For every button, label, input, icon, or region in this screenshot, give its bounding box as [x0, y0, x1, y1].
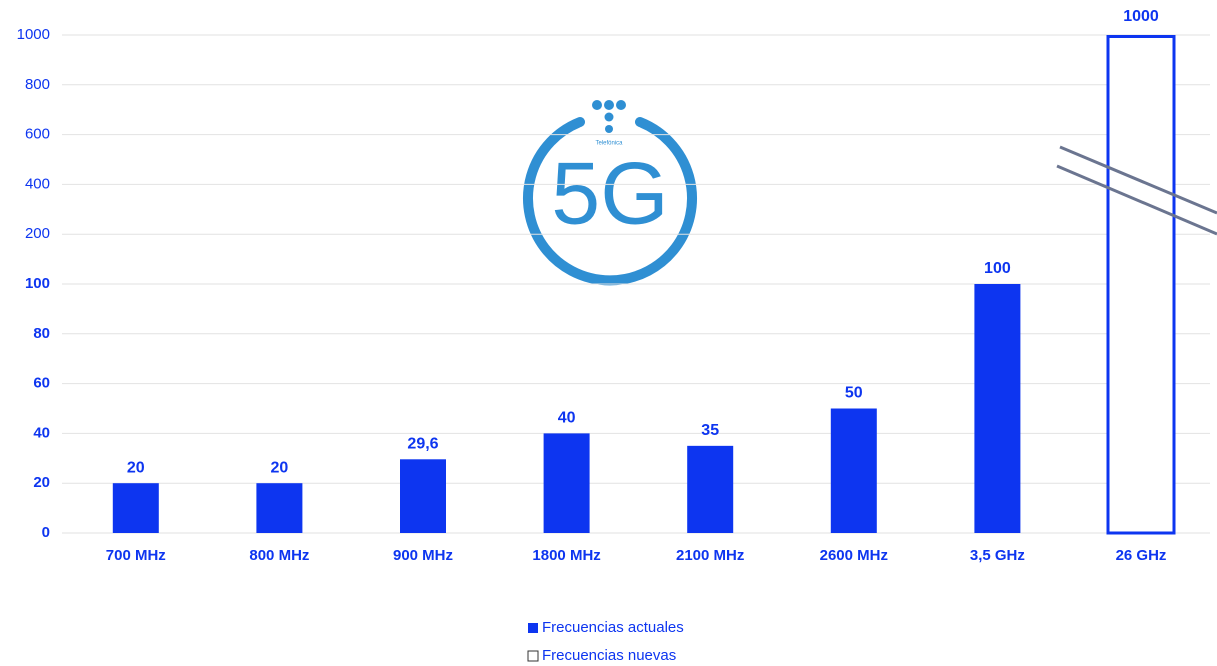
data-label: 1000: [1123, 8, 1159, 25]
bar: [830, 408, 877, 533]
logo: Telefónica 5G: [523, 100, 697, 286]
y-tick-label: 60: [33, 375, 50, 392]
legend-marker: [527, 650, 539, 662]
y-tick-label: 600: [25, 126, 50, 143]
bar: [687, 445, 734, 533]
x-tick-label: 900 MHz: [393, 547, 453, 564]
x-tick-label: 700 MHz: [106, 547, 166, 564]
logo-dot: [604, 100, 614, 110]
data-label: 100: [984, 260, 1011, 277]
logo-dot: [605, 125, 613, 133]
y-tick-label: 80: [33, 325, 50, 342]
x-tick-label: 1800 MHz: [532, 547, 600, 564]
data-label: 40: [558, 410, 576, 427]
x-tick-label: 2100 MHz: [676, 547, 744, 564]
logo-dot: [616, 100, 626, 110]
x-tick-label: 800 MHz: [249, 547, 309, 564]
data-label: 20: [271, 459, 289, 476]
y-tick-label: 40: [33, 424, 50, 441]
logo-dot: [592, 100, 602, 110]
data-label: 35: [701, 422, 719, 439]
y-tick-label: 200: [25, 225, 50, 242]
x-tick-label: 3,5 GHz: [970, 547, 1025, 564]
logo-text: 5G: [551, 143, 668, 242]
logo-dot: [604, 112, 614, 122]
y-tick-label: 400: [25, 175, 50, 192]
logo-ring: [523, 117, 697, 286]
bar: [1106, 35, 1176, 535]
y-tick-label: 100: [25, 275, 50, 292]
axis-break: [1059, 145, 1217, 215]
y-tick-label: 1000: [17, 26, 50, 43]
y-tick-label: 20: [33, 474, 50, 491]
bar: [974, 284, 1021, 533]
data-label: 29,6: [407, 436, 438, 453]
y-tick-label: 800: [25, 76, 50, 93]
legend-marker: [528, 623, 538, 633]
logo-brand: Telefónica: [595, 141, 623, 147]
legend-label: Frecuencias nuevas: [542, 647, 676, 664]
axis-break: [1056, 164, 1217, 236]
bar: [400, 459, 446, 533]
bar: [256, 483, 303, 533]
grid: [62, 34, 1210, 484]
legend-label: Frecuencias actuales: [542, 619, 684, 636]
x-tick-label: 26 GHz: [1116, 547, 1167, 564]
y-tick-label: 0: [42, 524, 50, 541]
data-label: 20: [127, 459, 145, 476]
x-tick-label: 2600 MHz: [820, 547, 888, 564]
bar: [112, 483, 159, 533]
data-label: 50: [845, 385, 863, 402]
bar: [543, 433, 590, 533]
